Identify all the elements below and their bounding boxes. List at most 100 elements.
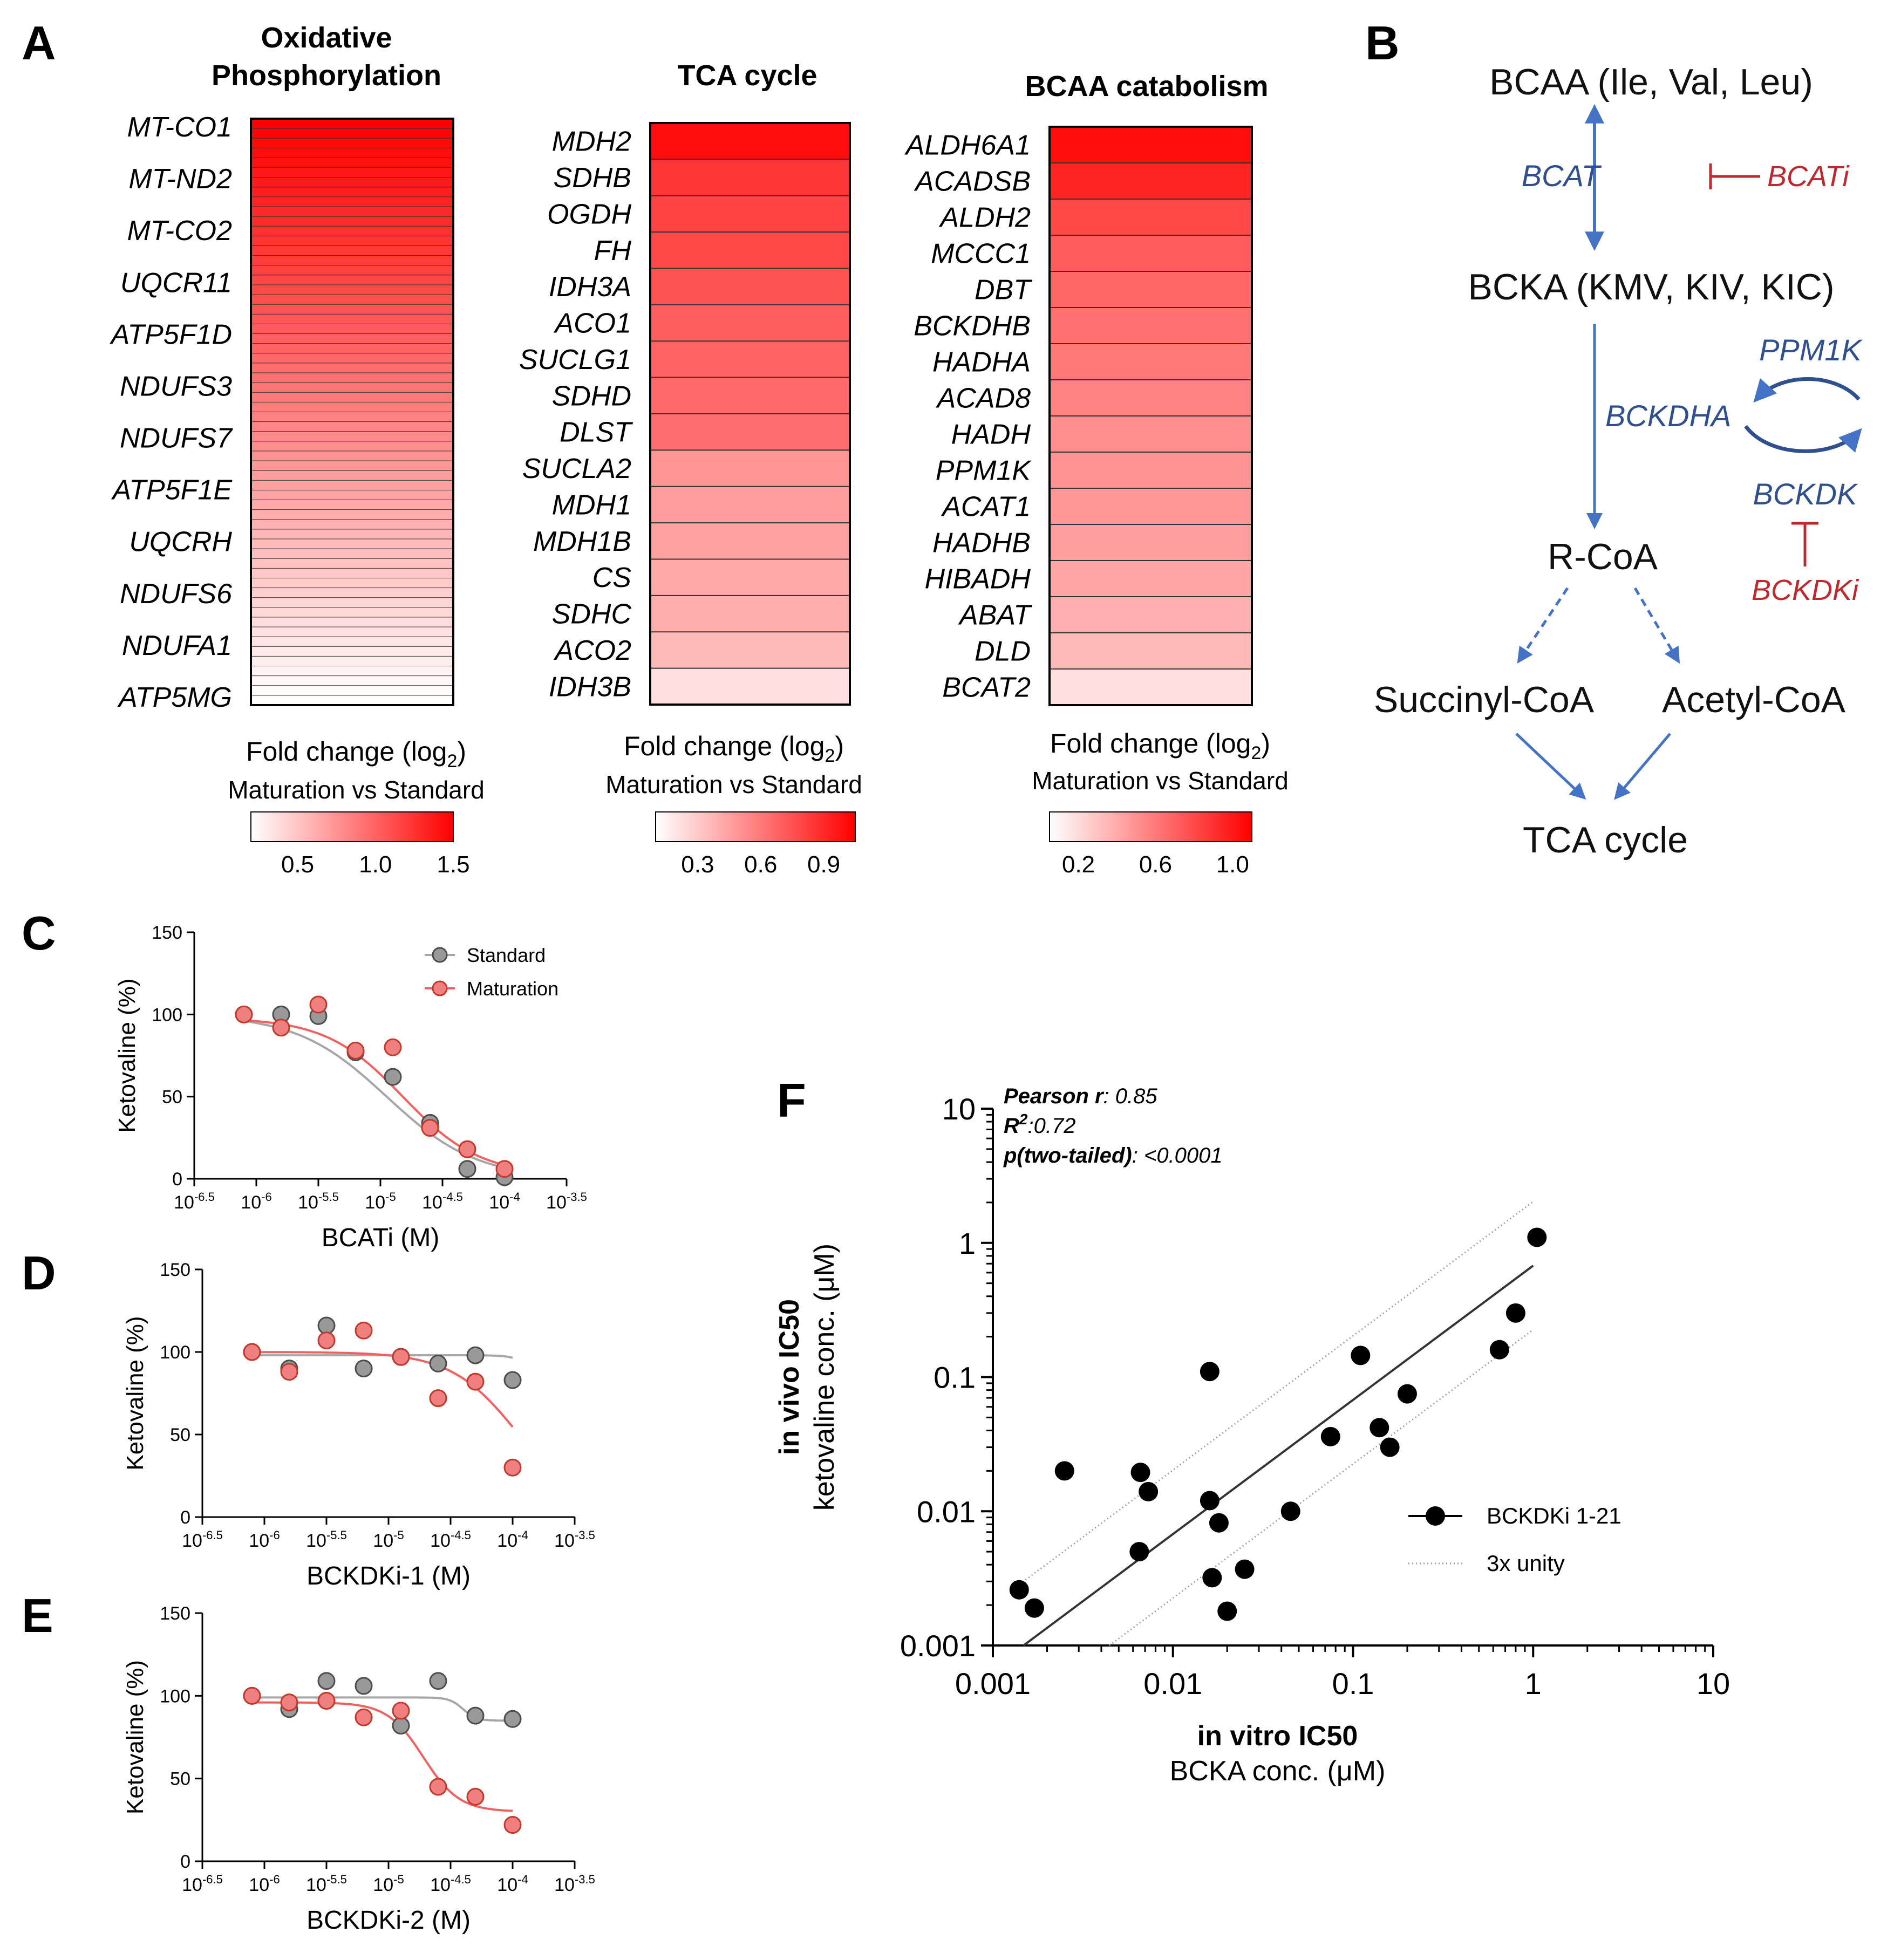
gene-label: SDHD [552, 380, 631, 412]
heatmap-cell [250, 294, 454, 305]
gene-label: MCCC1 [931, 238, 1031, 270]
heatmap-cell [250, 177, 454, 188]
stat-p: p(two-tailed): <0.0001 [1003, 1144, 1223, 1167]
fit-line [1023, 1265, 1534, 1647]
gene-label: SDHB [554, 162, 631, 194]
y-tick-label: 0 [172, 1169, 182, 1190]
arrow-rcoa-acetyl [1633, 587, 1680, 664]
gene-label: ALDH2 [938, 202, 1031, 234]
heatmap-cell [250, 548, 454, 559]
heatmap-cell [650, 159, 850, 197]
arrow-succinyl-tca [1515, 733, 1586, 800]
data-point-maturation [280, 1363, 298, 1381]
scatter-f: 0.001 0.01 0.1 1 10 0.001 0.01 0.1 1 10 in vitro I… [774, 1084, 1730, 1787]
gene-label: ATP5F1E [111, 475, 233, 506]
heatmap-cell [250, 450, 454, 462]
heatmap-cell [650, 231, 850, 269]
gene-label: UQCR11 [120, 267, 232, 298]
gene-label: PPM1K [936, 455, 1032, 487]
heatmap-cell [250, 500, 454, 510]
gene-label: ATP5MG [117, 682, 232, 713]
legend-marker-standard [432, 947, 448, 963]
x-tick-label: 10 [1697, 1667, 1730, 1701]
dose-response-e: 0 50 100 150 10-6.5 10-6 10-5.5 10-5 10-4.5 10-4 1… [122, 1603, 595, 1935]
enzyme-bcat: BCAT [1522, 159, 1602, 193]
node-succinyl-coa: Succinyl-CoA [1374, 679, 1595, 720]
y-tick-label: 0.01 [917, 1494, 976, 1528]
x-tick-label: 10-6.5 [182, 1873, 223, 1895]
heatmap-oxphos-cells [250, 118, 454, 706]
colorbar-tca-ticks: 0.3 0.6 0.9 [681, 851, 840, 878]
heatmap-cell [250, 421, 454, 432]
gene-label: OGDH [547, 199, 631, 230]
x-axis-label: BCKDKi-2 (M) [306, 1906, 471, 1935]
heatmap-cell [250, 304, 454, 315]
x-axis-label: BCATi (M) [322, 1224, 440, 1252]
dose-response-d: 0 50 100 150 10-6.5 10-6 10-5.5 10-5 10-4.5 10-4 1… [122, 1260, 595, 1590]
gene-label: ACADSB [914, 166, 1031, 197]
heatmap-tca-cells [649, 122, 851, 706]
heatmap-cell [250, 323, 454, 334]
x-tick-label: 10-5.5 [306, 1528, 347, 1551]
node-tca-cycle: TCA cycle [1523, 819, 1688, 861]
heatmap-bcaa: BCAA catabolism ALDH6A1 ACADSB ALDH2 MCCC1 D… [904, 70, 1289, 878]
enzyme-ppm1k: PPM1K [1759, 333, 1863, 367]
y-tick-label: 150 [160, 1260, 190, 1280]
data-point-standard [384, 1068, 402, 1086]
heatmap-cell [250, 646, 454, 657]
heatmap-cell [1049, 126, 1252, 164]
gene-label: MDH1 [552, 489, 631, 521]
gene-label: DBT [975, 275, 1032, 306]
panel-letter-c: C [22, 906, 56, 960]
gene-label: ABAT [958, 600, 1032, 631]
gene-label: MDH1B [533, 526, 631, 557]
legend-marker-maturation [432, 980, 448, 996]
pathway-diagram: BCAA (Ile, Val, Leu) BCAT BCATi BCKA (KM… [1374, 62, 1863, 861]
legend-label-bckdki: BCKDKi 1-21 [1487, 1503, 1622, 1528]
heatmap-oxphos-title-line2: Phosphorylation [212, 59, 441, 92]
gene-label: BCAT2 [942, 672, 1031, 704]
heatmap-cell [250, 284, 454, 296]
data-point-maturation [429, 1389, 447, 1408]
enzyme-bckdha: BCKDHA [1605, 399, 1731, 433]
panel-letter-f: F [777, 1074, 806, 1127]
y-tick-label: 10 [942, 1092, 976, 1126]
gene-label: IDH3A [549, 271, 631, 303]
y-tick-label: 0.001 [900, 1629, 976, 1663]
heatmap-cell [650, 340, 850, 379]
data-point-maturation [355, 1708, 373, 1726]
colorbar-tick-label: 0.6 [1139, 851, 1172, 878]
heatmap-cell [650, 377, 850, 415]
heatmap-cell [1049, 524, 1252, 562]
gene-label: MDH2 [552, 126, 631, 158]
y-tick-label: 0.1 [934, 1361, 976, 1395]
data-point-maturation [235, 1005, 253, 1023]
data-point-standard [429, 1354, 447, 1372]
heatmap-cell [250, 577, 454, 589]
gene-label: NDUFS7 [120, 423, 233, 454]
heatmap-cell [250, 675, 454, 686]
heatmap-cell [250, 607, 454, 618]
heatmap-cell [250, 147, 454, 159]
data-point [1009, 1580, 1029, 1600]
heatmap-cell [650, 195, 850, 233]
x-tick-label: 10-5 [373, 1873, 404, 1895]
data-point [1202, 1568, 1222, 1588]
colorbar-oxphos-ticks: 0.5 1.0 1.5 [281, 851, 470, 878]
data-point-standard [503, 1710, 522, 1728]
colorbar-tca-title: Fold change (log2) [624, 731, 844, 766]
heatmap-cell [250, 412, 454, 422]
y-tick-label: 100 [160, 1686, 190, 1706]
heatmap-cell [250, 470, 454, 481]
stat-pearson: Pearson r: 0.85 [1004, 1084, 1157, 1108]
colorbar-tca: Fold change (log2) Maturation vs Standar… [605, 731, 862, 878]
data-point [1397, 1384, 1417, 1404]
gene-label: MT-CO1 [127, 112, 232, 143]
data-point-maturation [355, 1321, 373, 1340]
heatmap-cell [250, 617, 454, 628]
heatmap-cell [250, 519, 454, 530]
data-point [1505, 1303, 1525, 1323]
y-tick-label: 100 [152, 1005, 182, 1025]
x-axis-label: BCKA conc. (μM) [1170, 1756, 1386, 1787]
heatmap-cell [1049, 452, 1252, 489]
